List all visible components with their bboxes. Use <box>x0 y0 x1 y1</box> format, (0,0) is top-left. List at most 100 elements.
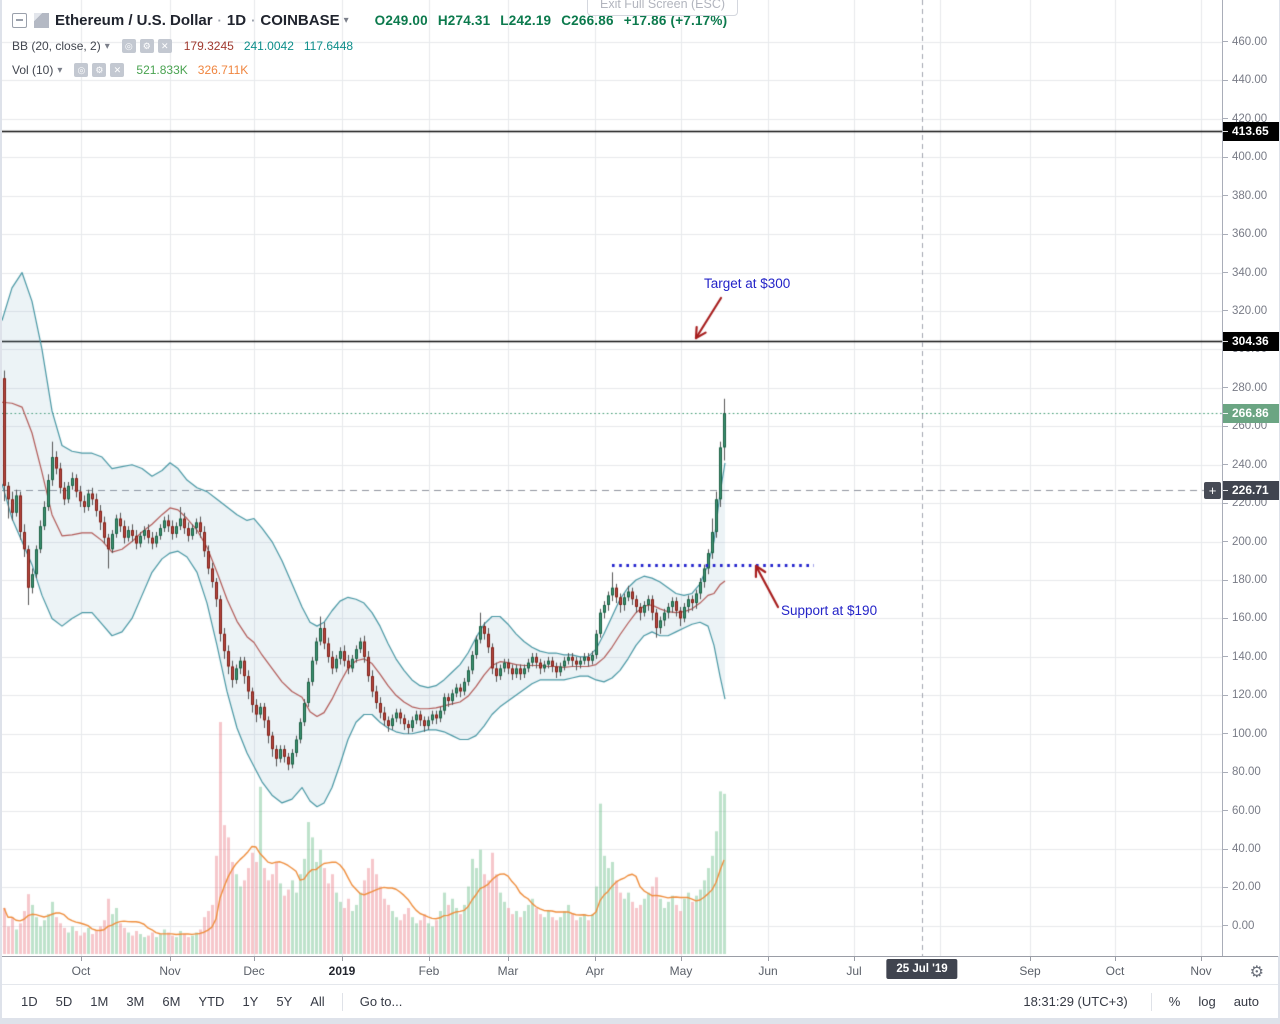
interval-label[interactable]: 1D <box>226 11 247 29</box>
symbol-logo-icon <box>34 12 49 28</box>
range-all-button[interactable]: All <box>310 994 325 1009</box>
price-level-badge: 226.71 <box>1223 480 1279 500</box>
gear-icon[interactable]: ⚙ <box>139 39 154 53</box>
time-axis-tick <box>681 957 682 961</box>
range-6m-button[interactable]: 6M <box>162 994 181 1009</box>
indicator-name-vol[interactable]: Vol (10) <box>12 63 54 77</box>
time-axis-tick <box>508 957 509 961</box>
range-5d-button[interactable]: 5D <box>55 994 73 1009</box>
separator-dot: · <box>251 12 256 28</box>
range-buttons: 1D 5D 1M 3M 6M YTD 1Y 5Y All Go to... <box>12 992 411 1011</box>
range-1y-button[interactable]: 1Y <box>242 994 259 1009</box>
settings-gear-icon[interactable]: ⚙ <box>1249 964 1264 981</box>
price-tick-label: 460.00 <box>1223 35 1267 49</box>
support-annotation[interactable]: Support at $190 <box>781 603 878 618</box>
add-alert-button[interactable]: + <box>1204 481 1221 499</box>
indicator-row-bb: BB (20, close, 2) ▾ ◎ ⚙ ✕ 179.3245 241.0… <box>12 34 737 58</box>
bottom-toolbar: 1D 5D 1M 3M 6M YTD 1Y 5Y All Go to... 18… <box>2 984 1278 1018</box>
collapse-icon[interactable] <box>12 12 27 28</box>
price-tick-label: 340.00 <box>1223 266 1267 280</box>
range-5y-button[interactable]: 5Y <box>276 994 293 1009</box>
time-axis-tick <box>1115 957 1116 961</box>
log-scale-button[interactable]: log <box>1198 994 1216 1009</box>
target-annotation[interactable]: Target at $300 <box>704 276 791 291</box>
eye-icon[interactable]: ◎ <box>74 63 89 77</box>
price-tick-label: 200.00 <box>1223 535 1267 549</box>
price-level-badge: 266.86 <box>1223 403 1279 423</box>
price-tick-label: 440.00 <box>1223 73 1267 87</box>
time-axis-label: Mar <box>497 964 519 978</box>
price-tick-label: 120.00 <box>1223 688 1267 702</box>
price-tick-label: 20.00 <box>1223 880 1261 894</box>
time-axis-label: May <box>669 964 693 978</box>
time-axis-label: Sep <box>1019 964 1041 978</box>
legend: Ethereum / U.S. Dollar · 1D · COINBASE ▾… <box>12 6 737 82</box>
price-level-badge: 304.36 <box>1223 331 1279 351</box>
time-axis-tick <box>1030 957 1031 961</box>
time-axis-label: Nov <box>1190 964 1212 978</box>
symbol-title[interactable]: Ethereum / U.S. Dollar <box>55 11 213 29</box>
time-axis-tick <box>81 957 82 961</box>
time-axis-label: Feb <box>418 964 440 978</box>
price-tick-label: 320.00 <box>1223 304 1267 318</box>
range-1d-button[interactable]: 1D <box>21 994 38 1009</box>
time-axis-tick <box>854 957 855 961</box>
bb-upper-value: 241.0042 <box>243 39 294 53</box>
time-axis-tick <box>768 957 769 961</box>
close-icon[interactable]: ✕ <box>110 63 125 77</box>
chevron-down-icon[interactable]: ▾ <box>57 64 63 76</box>
indicator-row-vol: Vol (10) ▾ ◎ ⚙ ✕ 521.833K 326.711K <box>12 58 737 82</box>
fullscreen-tooltip: Exit Full Screen (ESC) <box>587 0 739 16</box>
price-level-badge: 413.65 <box>1223 121 1279 141</box>
toolbar-divider <box>1150 992 1152 1011</box>
time-axis-tick <box>254 957 255 961</box>
price-tick-label: 220.00 <box>1223 496 1267 510</box>
scale-controls: 18:31:29 (UTC+3) % log auto <box>1014 992 1268 1011</box>
range-3m-button[interactable]: 3M <box>126 994 145 1009</box>
price-tick-label: 100.00 <box>1223 727 1267 741</box>
eye-icon[interactable]: ◎ <box>121 39 136 53</box>
close-icon[interactable]: ✕ <box>157 39 172 53</box>
price-tick-label: 0.00 <box>1223 919 1254 933</box>
date-badge[interactable]: 25 Jul '19 <box>886 959 958 979</box>
time-axis-label: Oct <box>71 964 91 978</box>
vol-value: 521.833K <box>136 63 188 77</box>
percent-scale-button[interactable]: % <box>1168 994 1181 1009</box>
timezone-clock[interactable]: 18:31:29 (UTC+3) <box>1023 994 1128 1009</box>
price-tick-label: 140.00 <box>1223 650 1267 664</box>
price-tick-label: 380.00 <box>1223 189 1267 203</box>
toolbar-divider <box>341 992 343 1011</box>
price-tick-label: 280.00 <box>1223 381 1267 395</box>
ohlc-open: O249.00 <box>374 12 428 28</box>
time-axis-label: Jul <box>846 964 862 978</box>
chart-region[interactable]: Ethereum / U.S. Dollar · 1D · COINBASE ▾… <box>2 0 1222 956</box>
price-tick-label: 80.00 <box>1223 765 1261 779</box>
auto-scale-button[interactable]: auto <box>1233 994 1259 1009</box>
time-axis-tick <box>429 957 430 961</box>
chevron-down-icon[interactable]: ▾ <box>104 40 110 52</box>
time-axis-label: Nov <box>159 964 181 978</box>
price-tick-label: 360.00 <box>1223 227 1267 241</box>
change-label: +17.86 (+7.17%) <box>623 12 728 28</box>
range-ytd-button[interactable]: YTD <box>198 994 225 1009</box>
goto-button[interactable]: Go to... <box>359 994 403 1009</box>
gear-icon[interactable]: ⚙ <box>92 63 107 77</box>
time-axis[interactable]: 25 Jul '19 ⚙ Oct Nov Dec 2019 Feb Mar Apr May Ju… <box>2 956 1278 985</box>
indicator-controls: ◎ ⚙ ✕ <box>74 63 128 77</box>
exchange-label[interactable]: COINBASE <box>260 11 340 29</box>
price-tick-label: 40.00 <box>1223 842 1261 856</box>
price-tick-label: 400.00 <box>1223 150 1267 164</box>
ohlc-close: C266.86 <box>561 12 614 28</box>
indicator-name-bb[interactable]: BB (20, close, 2) <box>12 39 101 53</box>
range-1m-button[interactable]: 1M <box>90 994 109 1009</box>
time-axis-tick <box>595 957 596 961</box>
time-axis-label: Apr <box>585 964 605 978</box>
indicator-controls: ◎ ⚙ ✕ <box>121 39 176 53</box>
ohlc-high: H274.31 <box>437 12 491 28</box>
price-axis[interactable]: 460.00 440.00 420.00 400.00 380.00 360.00 340.… <box>1222 0 1279 956</box>
time-axis-label: Jun <box>758 964 778 978</box>
separator-dot: · <box>217 12 222 28</box>
price-chart-canvas[interactable] <box>2 0 1222 956</box>
chevron-down-icon[interactable]: ▾ <box>343 14 349 26</box>
